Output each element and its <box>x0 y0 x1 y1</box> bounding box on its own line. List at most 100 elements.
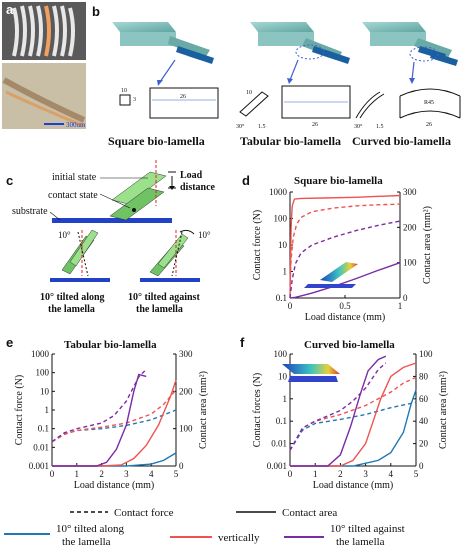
y2-axis-label: Contact area (mm²) <box>422 206 433 284</box>
panel-label-e: e <box>6 335 13 350</box>
tilt-along-schematic: 10° <box>50 229 110 282</box>
y2-tick-label: 100 <box>179 424 193 434</box>
force-line-vertically <box>289 376 417 451</box>
force-line--tilted-against-the-lamella <box>289 362 387 451</box>
y2-tick-label: 60 <box>419 394 429 404</box>
y-tick-label: 0.1 <box>38 424 49 434</box>
tilt-against-angle: 10° <box>198 230 211 240</box>
panel-label-b: b <box>92 4 100 19</box>
y-tick-label: 0.001 <box>267 461 287 471</box>
y-tick-label: 0.001 <box>29 461 49 471</box>
x-tick-label: 0 <box>50 469 55 479</box>
contact-state-label: contact state <box>48 190 98 201</box>
y-tick-label: 100 <box>274 349 288 359</box>
curved-model <box>362 22 458 84</box>
y-tick-label: 0.01 <box>33 442 49 452</box>
curved-angle: 30° <box>354 123 363 130</box>
square-title: Square bio-lamella <box>108 134 205 148</box>
square-width: 10 <box>121 88 127 94</box>
x-tick-label: 0.5 <box>339 301 351 311</box>
tabular-width: 10 <box>246 90 252 96</box>
y-tick-label: 1000 <box>31 349 50 359</box>
curved-length: 26 <box>426 122 432 128</box>
force-line--tilted-against-the-lamella <box>51 368 147 443</box>
x-tick-label: 5 <box>414 469 419 479</box>
chart-f-inset <box>282 364 340 382</box>
tilt-along-angle: 10° <box>58 230 71 240</box>
x-tick-label: 0 <box>288 469 293 479</box>
area-line--tilted-against-the-lamella <box>290 355 387 467</box>
panel-label-f: f <box>240 335 245 350</box>
chart-e-title: Tabular bio-lamella <box>64 339 157 351</box>
panel-c: c initial state contact state substrate … <box>6 160 216 315</box>
y-tick-label: 100 <box>36 368 50 378</box>
y-axis-label: Contact force (N) <box>252 210 263 281</box>
caption-against-2: the lamella <box>136 304 183 315</box>
y2-tick-label: 200 <box>403 222 417 232</box>
panel-a: a 300um <box>2 2 86 129</box>
force-line-vertically <box>289 203 401 286</box>
x-axis-label: Load distance (mm) <box>313 480 394 491</box>
y-tick-label: 10 <box>40 386 50 396</box>
tilt-against-schematic: 10° <box>140 229 211 282</box>
legend-area-label: Contact area <box>282 507 337 519</box>
caption-along-1: 10° tilted along <box>40 292 105 303</box>
x-axis-label: Load distance (mm) <box>74 480 155 491</box>
area-line--tilted-against-the-lamella <box>52 373 147 467</box>
x-axis-label: Load distance (mm) <box>305 312 386 323</box>
legend-force-label: Contact force <box>114 507 174 519</box>
panel-d: d Square bio-lamella 0.11101001000010020… <box>242 173 433 323</box>
x-tick-label: 5 <box>174 469 179 479</box>
y2-tick-label: 200 <box>179 386 193 396</box>
y2-tick-label: 300 <box>179 349 193 359</box>
force-line-vertically <box>51 389 177 443</box>
scale-bar-label: 300um <box>66 121 86 129</box>
force-line--tilted-along-the-lamella <box>289 401 417 451</box>
legend-vertical-label: vertically <box>218 532 260 544</box>
square-length: 26 <box>180 94 186 100</box>
x-tick-label: 1 <box>398 301 403 311</box>
x-tick-label: 1 <box>75 469 80 479</box>
x-tick-label: 2 <box>338 469 343 479</box>
chart-e: 0.001 0.01 0.1 1 10 100 1000 0 100 200 300 0 1 2 3 4 5 Lo… <box>14 349 209 491</box>
curved-schematic: 30° 1.5 R45 26 <box>354 88 461 130</box>
y2-tick-label: 100 <box>419 349 433 359</box>
area-line--tilted-against-the-lamella <box>289 262 401 299</box>
y2-tick-label: 80 <box>419 371 429 381</box>
x-tick-label: 4 <box>389 469 394 479</box>
y-tick-label: 0.1 <box>276 416 287 426</box>
area-line--tilted-along-the-lamella <box>52 452 177 467</box>
chart-d-title: Square bio-lamella <box>294 175 383 187</box>
panel-label-c: c <box>6 173 13 188</box>
y2-tick-label: 0 <box>179 461 184 471</box>
x-tick-label: 1 <box>313 469 318 479</box>
square-model <box>112 22 214 86</box>
area-line-vertically <box>290 362 417 467</box>
x-tick-label: 4 <box>149 469 154 479</box>
legend-against-2: the lamella <box>336 536 385 548</box>
curved-radius: R45 <box>424 100 434 106</box>
y2-tick-label: 0 <box>419 461 424 471</box>
square-height: 3 <box>133 97 136 103</box>
x-tick-label: 0 <box>288 301 293 311</box>
y-tick-label: 0.1 <box>276 293 287 303</box>
x-tick-label: 3 <box>124 469 129 479</box>
legend-against-1: 10° tilted against <box>330 523 405 535</box>
tabular-angle: 30° <box>236 123 245 130</box>
y-tick-label: 1000 <box>269 187 288 197</box>
lamellae-stripes <box>12 5 75 57</box>
panel-b: b <box>92 4 461 148</box>
chart-d: 0.1 1 10 100 1000 0 100 200 300 0 0.5 1 Load distanc… <box>252 187 433 323</box>
y2-axis-label: Contact area (mm²) <box>198 371 209 449</box>
area-line-vertically <box>289 194 401 299</box>
y-tick-label: 10 <box>278 371 288 381</box>
force-line--tilted-against-the-lamella <box>289 220 401 299</box>
y-tick-label: 1 <box>45 405 50 415</box>
curved-thickness: 1.5 <box>376 124 384 130</box>
y-tick-label: 100 <box>274 214 288 224</box>
x-tick-label: 3 <box>363 469 368 479</box>
y-axis-label: Contact force (N) <box>14 375 25 446</box>
tabular-thickness: 1.5 <box>258 124 266 130</box>
area-line--tilted-along-the-lamella <box>290 389 417 467</box>
